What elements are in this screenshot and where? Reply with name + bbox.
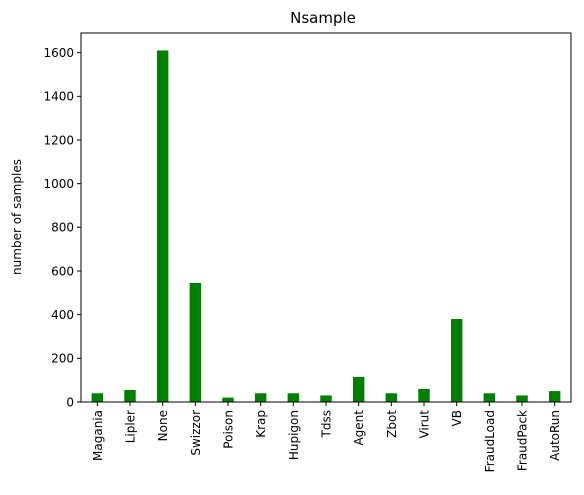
y-tick-label: 200	[51, 352, 74, 366]
y-tick-label: 1000	[43, 177, 74, 191]
bar-tdss	[320, 395, 332, 402]
chart-title: Nsample	[290, 9, 356, 27]
x-tick-label: Tdss	[320, 410, 334, 438]
x-tick-label: FraudLoad	[483, 410, 497, 472]
y-axis-label: number of samples	[10, 159, 24, 275]
y-tick-label: 1600	[43, 46, 74, 60]
x-tick-label: Hupigon	[287, 410, 301, 460]
bar-vb	[450, 319, 463, 402]
bar-zbot	[385, 393, 398, 402]
x-tick-label: Krap	[254, 410, 268, 438]
x-tick-label: AutoRun	[548, 410, 562, 461]
x-tick-label: Lipler	[124, 410, 138, 443]
x-tick-label: Magania	[91, 410, 105, 461]
bar-poison	[222, 397, 234, 402]
y-tick-label: 0	[66, 395, 74, 409]
bar-fraudload	[483, 393, 496, 402]
bar-none	[156, 50, 169, 402]
y-tick-label: 1200	[43, 133, 74, 147]
y-ticks: 0 200 400 600 800 1000 1200 1400 1600	[43, 46, 81, 409]
x-tick-label: FraudPack	[516, 410, 530, 471]
bar-virut	[418, 388, 430, 402]
y-tick-label: 800	[51, 221, 74, 235]
y-tick-label: 400	[51, 308, 74, 322]
x-tick-label: Agent	[352, 410, 366, 446]
bar-hupigon	[287, 393, 300, 402]
y-tick-label: 600	[51, 264, 74, 278]
bar-magania	[91, 393, 104, 402]
x-tick-label: None	[156, 410, 170, 441]
x-tick-label: Poison	[222, 410, 236, 449]
x-tick-label: VB	[450, 410, 464, 426]
bar-krap	[254, 393, 267, 402]
bar-agent	[352, 376, 365, 402]
bar-swizzor	[189, 283, 202, 402]
y-tick-label: 1400	[43, 90, 74, 104]
bars-layer	[91, 50, 561, 402]
x-tick-label: Virut	[418, 410, 432, 439]
bar-autorun	[548, 391, 561, 402]
plot-frame	[80, 32, 572, 403]
bar-lipler	[124, 389, 136, 402]
x-tick-label: Swizzor	[189, 410, 203, 456]
x-tick-label: Zbot	[385, 410, 399, 438]
bar-fraudpack	[516, 395, 528, 402]
x-ticks: Magania Lipler None Swizzor Poison Krap Hupigo…	[91, 402, 562, 472]
